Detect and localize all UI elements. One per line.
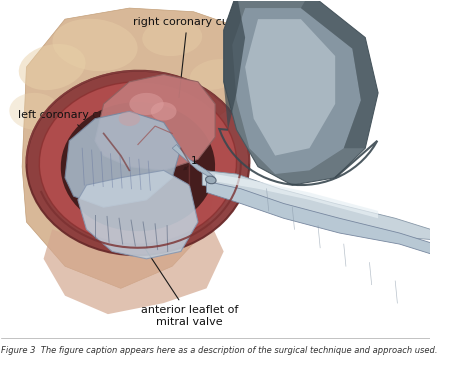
Text: 1: 1 [191,156,197,166]
Polygon shape [232,8,361,174]
Polygon shape [22,8,258,288]
Ellipse shape [142,19,202,56]
Ellipse shape [19,44,86,90]
Polygon shape [95,75,215,170]
Polygon shape [44,214,224,314]
Ellipse shape [118,111,140,126]
Polygon shape [224,0,245,130]
Polygon shape [215,174,378,218]
Polygon shape [65,111,181,207]
Ellipse shape [56,89,99,119]
Polygon shape [301,0,378,148]
Polygon shape [202,170,442,240]
Polygon shape [78,170,198,259]
Text: Figure 3  The figure caption appears here as a description of the surgical techn: Figure 3 The figure caption appears here… [0,345,437,355]
Ellipse shape [129,93,164,115]
Ellipse shape [39,82,237,244]
Text: anterior leaflet of
mitral valve: anterior leaflet of mitral valve [141,246,238,326]
Text: left coronary cusp: left coronary cusp [18,110,118,155]
Ellipse shape [151,102,176,121]
Ellipse shape [53,19,137,71]
Polygon shape [172,145,215,178]
Polygon shape [245,19,335,155]
Ellipse shape [27,71,249,255]
Polygon shape [224,0,378,185]
Polygon shape [207,181,447,259]
Ellipse shape [206,176,216,184]
Text: right coronary cusp: right coronary cusp [133,17,242,98]
Ellipse shape [190,59,240,90]
Ellipse shape [9,93,61,130]
Ellipse shape [61,102,215,231]
